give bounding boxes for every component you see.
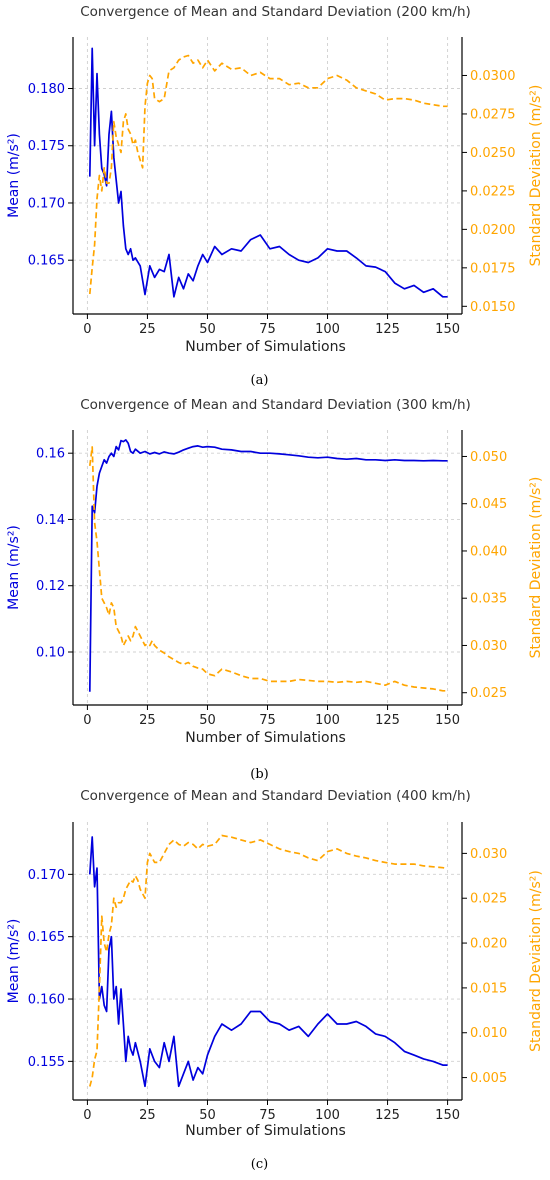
y-tick-label-right: 0.0250 [470, 146, 516, 161]
x-tick-label: 50 [199, 1108, 216, 1123]
std-series-line [88, 446, 448, 692]
y-tick-label-left: 0.16 [36, 447, 65, 462]
grid-lines [73, 37, 462, 314]
chart-panel-a: Convergence of Mean and Standard Deviati… [6, 4, 544, 388]
y-tick-label-left: 0.12 [36, 579, 65, 594]
y-tick-label-right: 0.035 [470, 592, 507, 607]
y-tick-label-right: 0.025 [470, 892, 507, 907]
x-tick-label: 0 [83, 322, 91, 337]
panel-caption: (c) [251, 1157, 268, 1172]
grid-lines [73, 822, 462, 1100]
y-tick-label-left: 0.180 [28, 82, 65, 97]
y-tick-label-left: 0.170 [28, 868, 65, 883]
y-tick-label-right: 0.0275 [470, 107, 516, 122]
mean-series-line [88, 836, 448, 1088]
y-tick-label-left: 0.175 [28, 139, 65, 154]
x-tick-label: 50 [199, 322, 216, 337]
chart-title: Convergence of Mean and Standard Deviati… [80, 4, 471, 20]
y-tick-label-left: 0.170 [28, 196, 65, 211]
y-tick-label-right: 0.0200 [470, 223, 516, 238]
y-tick-label-right: 0.010 [470, 1026, 507, 1041]
x-tick-label: 100 [315, 322, 340, 337]
x-tick-label: 75 [259, 1108, 276, 1123]
x-tick-label: 0 [83, 1108, 91, 1123]
y-axis-label-right: Standard Deviation (m/s²) [528, 870, 544, 1052]
x-tick-label: 0 [83, 713, 91, 728]
y-tick-label-right: 0.045 [470, 497, 507, 512]
chart-panel-b: Convergence of Mean and Standard Deviati… [6, 397, 544, 782]
y-tick-label-right: 0.020 [470, 937, 507, 952]
y-tick-label-left: 0.14 [36, 513, 65, 528]
y-tick-label-right: 0.0225 [470, 184, 516, 199]
mean-series-line [88, 439, 448, 692]
y-tick-label-left: 0.10 [36, 645, 65, 660]
mean-series-line [88, 47, 448, 298]
y-tick-label-right: 0.0150 [470, 300, 516, 315]
x-tick-label: 100 [315, 713, 340, 728]
grid-lines [73, 430, 462, 705]
chart-title: Convergence of Mean and Standard Deviati… [80, 788, 471, 804]
y-tick-label-right: 0.030 [470, 847, 507, 862]
y-tick-label-left: 0.165 [28, 254, 65, 269]
y-axis-label-left: Mean (m/s²) [6, 133, 22, 218]
x-axis-label: Number of Simulations [185, 730, 346, 746]
x-tick-label: 150 [435, 322, 460, 337]
y-axis-label-right: Standard Deviation (m/s²) [528, 477, 544, 659]
panel-caption: (b) [250, 767, 268, 782]
x-tick-label: 25 [139, 713, 156, 728]
y-tick-label-left: 0.160 [28, 993, 65, 1008]
x-tick-label: 25 [139, 322, 156, 337]
x-tick-label: 125 [375, 322, 400, 337]
y-tick-label-right: 0.030 [470, 639, 507, 654]
y-axis-label-left: Mean (m/s²) [6, 919, 22, 1004]
panel-caption: (a) [251, 373, 269, 388]
x-axis-label: Number of Simulations [185, 1123, 346, 1139]
y-tick-label-right: 0.0175 [470, 261, 516, 276]
y-tick-label-left: 0.165 [28, 930, 65, 945]
chart-panel-c: Convergence of Mean and Standard Deviati… [6, 788, 544, 1172]
std-series-line [88, 834, 448, 1087]
x-tick-label: 125 [375, 713, 400, 728]
y-tick-label-right: 0.0300 [470, 69, 516, 84]
x-tick-label: 75 [259, 322, 276, 337]
y-tick-label-right: 0.005 [470, 1071, 507, 1086]
y-axis-label-left: Mean (m/s²) [6, 525, 22, 610]
chart-title: Convergence of Mean and Standard Deviati… [80, 397, 471, 413]
y-tick-label-left: 0.155 [28, 1055, 65, 1070]
y-tick-label-right: 0.015 [470, 981, 507, 996]
x-tick-label: 150 [435, 713, 460, 728]
x-tick-label: 25 [139, 1108, 156, 1123]
x-tick-label: 75 [259, 713, 276, 728]
x-tick-label: 150 [435, 1108, 460, 1123]
x-tick-label: 100 [315, 1108, 340, 1123]
y-tick-label-right: 0.050 [470, 450, 507, 465]
y-tick-label-right: 0.040 [470, 544, 507, 559]
std-series-line [88, 54, 448, 295]
x-tick-label: 50 [199, 713, 216, 728]
y-axis-label-right: Standard Deviation (m/s²) [528, 85, 544, 267]
y-tick-label-right: 0.025 [470, 686, 507, 701]
x-tick-label: 125 [375, 1108, 400, 1123]
x-axis-label: Number of Simulations [185, 339, 346, 355]
